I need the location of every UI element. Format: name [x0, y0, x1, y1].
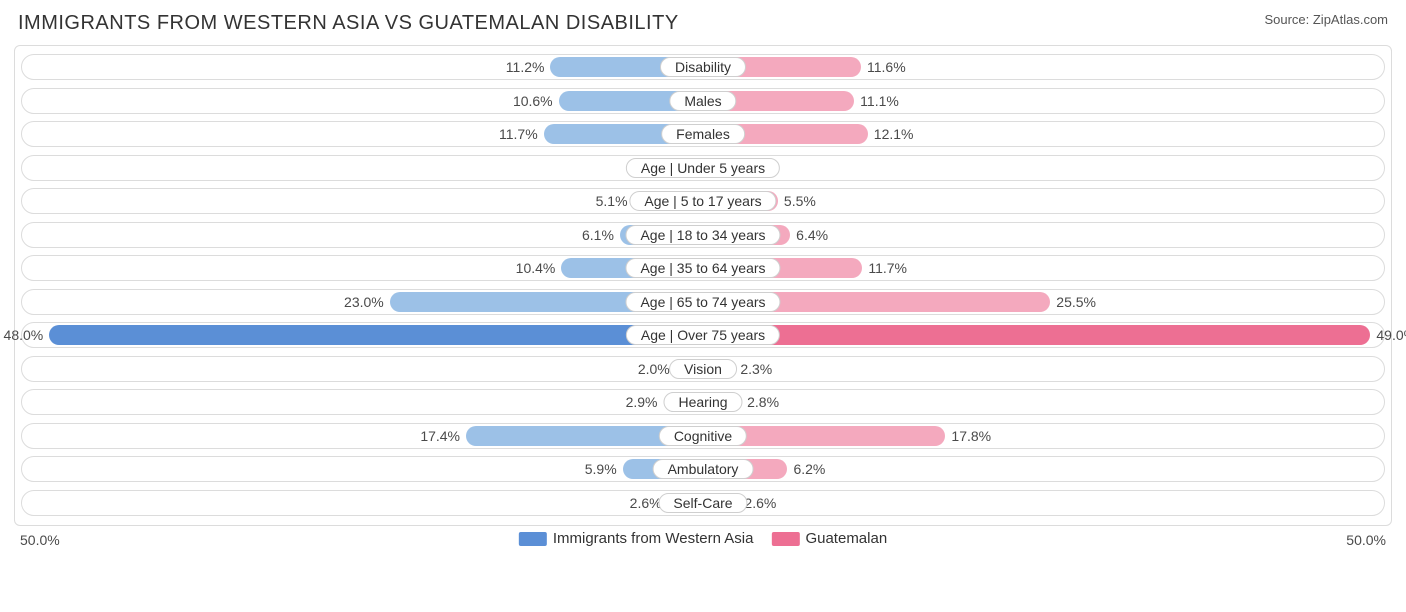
legend-label-right: Guatemalan: [805, 530, 887, 547]
value-label-left: 2.9%: [584, 390, 664, 414]
chart-row: 10.4% 11.7% Age | 35 to 64 years: [21, 255, 1385, 281]
value-label-right: 49.0%: [1370, 323, 1406, 347]
value-label-right: 17.8%: [945, 424, 1025, 448]
chart-row: 2.0% 2.3%Vision: [21, 356, 1385, 382]
category-label: Age | Over 75 years: [626, 325, 780, 345]
legend-item-right: Guatemalan: [771, 530, 887, 547]
value-label-right: 11.7%: [862, 256, 942, 280]
value-label-left: 11.2%: [470, 55, 550, 79]
value-label-right: 2.8%: [741, 390, 821, 414]
legend-label-left: Immigrants from Western Asia: [553, 530, 754, 547]
value-label-left: 48.0%: [0, 323, 49, 347]
bar-right: [703, 325, 1370, 345]
category-label: Vision: [669, 359, 737, 379]
category-label: Disability: [660, 57, 746, 77]
value-label-left: 23.0%: [310, 290, 390, 314]
category-label: Females: [661, 124, 745, 144]
value-label-left: 10.6%: [479, 89, 559, 113]
chart-row: 17.4% 17.8% Cognitive: [21, 423, 1385, 449]
chart-footer: 50.0% Immigrants from Western Asia Guate…: [20, 530, 1386, 556]
value-label-left: 5.9%: [543, 457, 623, 481]
value-label-left: 2.6%: [588, 491, 668, 515]
chart-row: 6.1% 6.4% Age | 18 to 34 years: [21, 222, 1385, 248]
category-label: Age | 35 to 64 years: [625, 258, 780, 278]
value-label-left: 5.1%: [554, 189, 634, 213]
chart-source: Source: ZipAtlas.com: [1264, 12, 1388, 27]
legend-swatch-right: [771, 532, 799, 546]
value-label-right: 25.5%: [1050, 290, 1130, 314]
chart-row: 10.6% 11.1% Males: [21, 88, 1385, 114]
chart-row: 2.9% 2.8%Hearing: [21, 389, 1385, 415]
chart-row: 1.1%1.2%Age | Under 5 years: [21, 155, 1385, 181]
value-label-right: 11.1%: [854, 89, 934, 113]
value-label-right: 2.3%: [734, 357, 814, 381]
axis-label-left: 50.0%: [20, 532, 60, 548]
category-label: Age | 65 to 74 years: [625, 292, 780, 312]
chart-row: 23.0% 25.5% Age | 65 to 74 years: [21, 289, 1385, 315]
value-label-right: 12.1%: [868, 122, 948, 146]
value-label-right: 5.5%: [778, 189, 858, 213]
category-label: Hearing: [663, 392, 742, 412]
legend-swatch-left: [519, 532, 547, 546]
category-label: Males: [669, 91, 736, 111]
value-label-left: 2.0%: [596, 357, 676, 381]
value-label-left: 6.1%: [540, 223, 620, 247]
value-label-right: 6.2%: [787, 457, 867, 481]
chart-title: IMMIGRANTS FROM WESTERN ASIA VS GUATEMAL…: [18, 12, 679, 35]
chart-area: 11.2% 11.6% Disability 10.6% 11.1% Males 11.7%…: [14, 45, 1392, 526]
category-label: Cognitive: [659, 426, 747, 446]
chart-row: 11.2% 11.6% Disability: [21, 54, 1385, 80]
bar-left: [49, 325, 703, 345]
value-label-left: 10.4%: [481, 256, 561, 280]
chart-legend: Immigrants from Western Asia Guatemalan: [519, 530, 887, 547]
category-label: Age | Under 5 years: [626, 158, 780, 178]
category-label: Age | 5 to 17 years: [629, 191, 776, 211]
legend-item-left: Immigrants from Western Asia: [519, 530, 754, 547]
chart-row: 48.0%49.0%Age | Over 75 years: [21, 322, 1385, 348]
value-label-right: 6.4%: [790, 223, 870, 247]
value-label-left: 17.4%: [386, 424, 466, 448]
category-label: Ambulatory: [653, 459, 754, 479]
axis-label-right: 50.0%: [1346, 532, 1386, 548]
value-label-left: 11.7%: [464, 122, 544, 146]
chart-row: 11.7% 12.1% Females: [21, 121, 1385, 147]
chart-row: 5.9% 6.2% Ambulatory: [21, 456, 1385, 482]
value-label-right: 2.6%: [738, 491, 818, 515]
chart-header: IMMIGRANTS FROM WESTERN ASIA VS GUATEMAL…: [0, 0, 1406, 41]
chart-row: 2.6% 2.6%Self-Care: [21, 490, 1385, 516]
chart-row: 5.1% 5.5%Age | 5 to 17 years: [21, 188, 1385, 214]
value-label-right: 11.6%: [861, 55, 941, 79]
category-label: Age | 18 to 34 years: [625, 225, 780, 245]
category-label: Self-Care: [658, 493, 747, 513]
